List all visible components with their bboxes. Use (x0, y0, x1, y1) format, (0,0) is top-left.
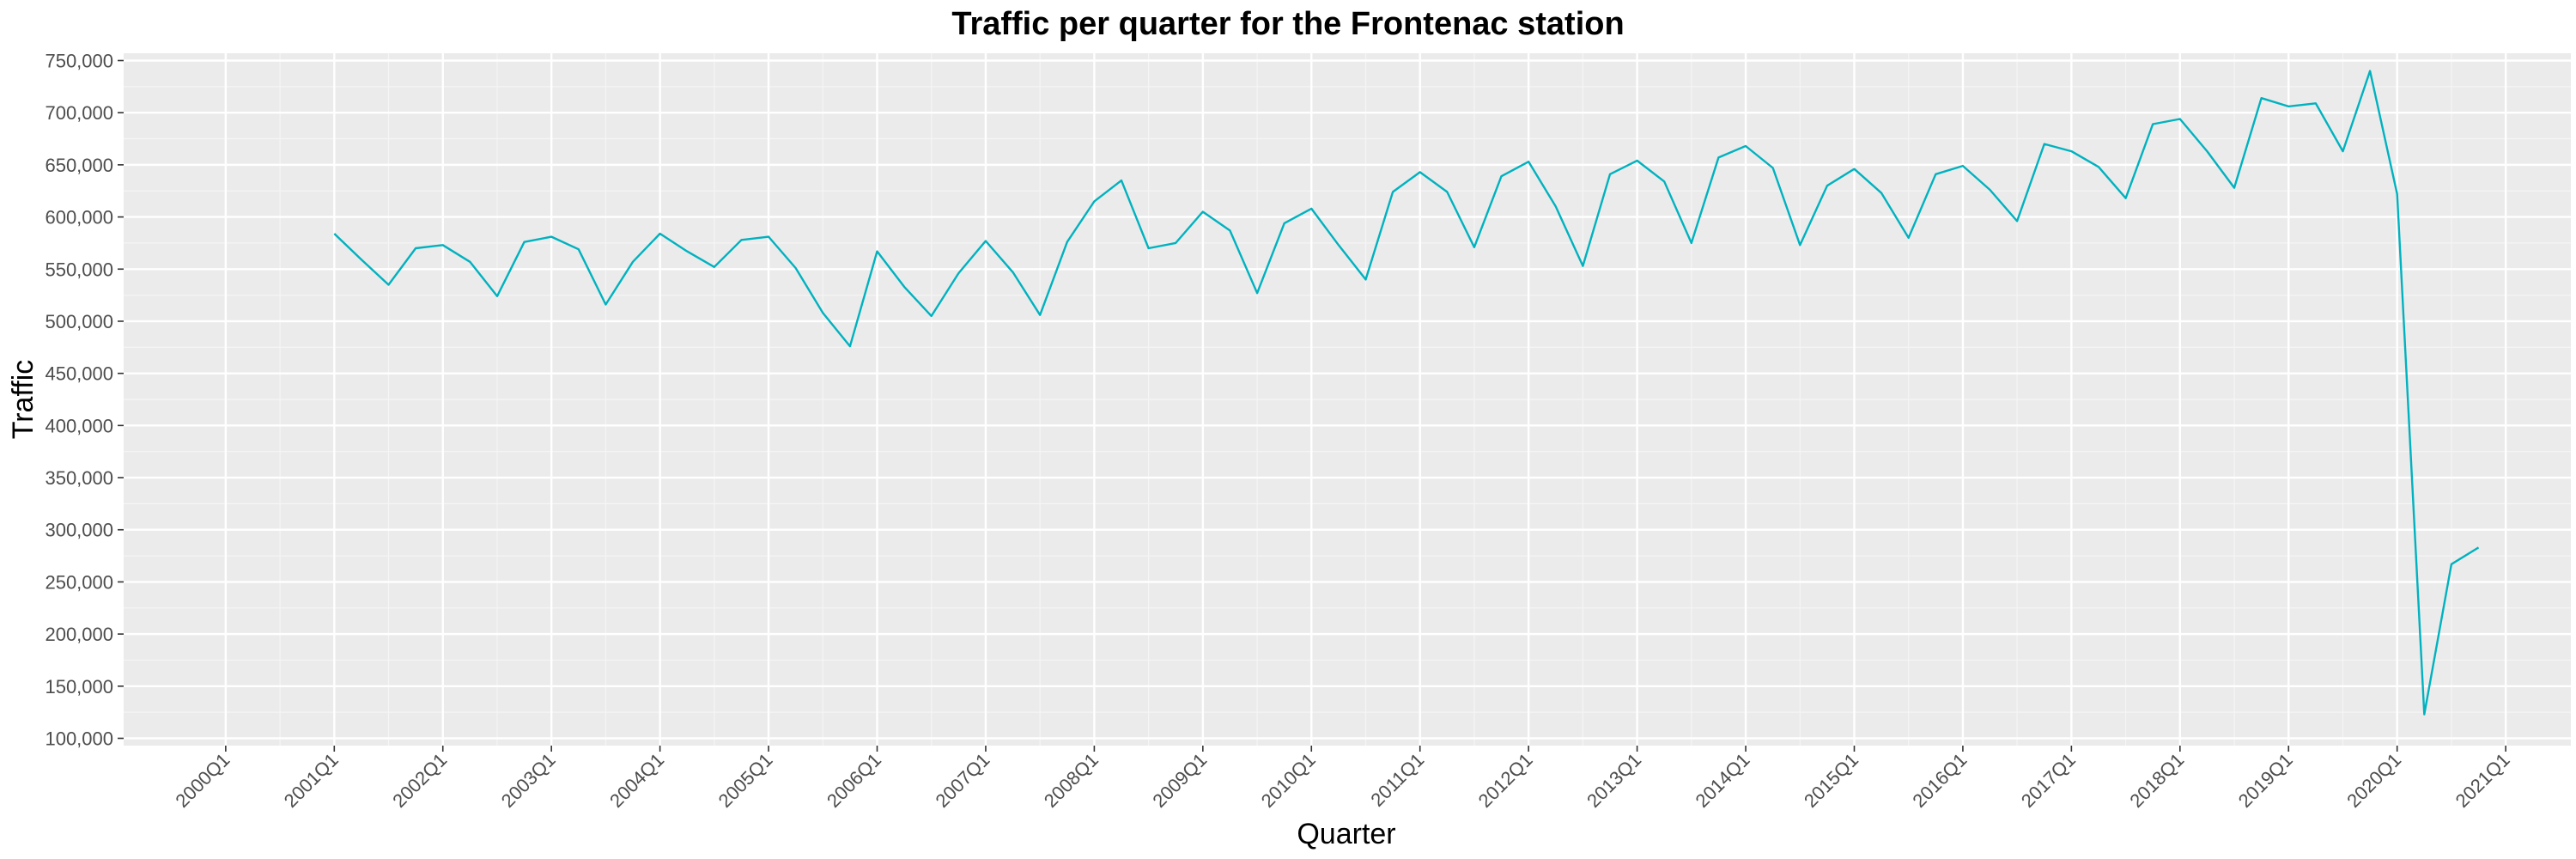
traffic-series-line (333, 70, 2480, 716)
x-tick-label: 2006Q1 (823, 749, 885, 812)
y-tick-label: 200,000 (45, 624, 113, 645)
y-tick-label: 450,000 (45, 363, 113, 385)
major-gridlines (124, 53, 2571, 746)
y-tick-label: 250,000 (45, 571, 113, 593)
y-axis-title: Traffic (7, 360, 39, 440)
x-tick-label: 2013Q1 (1583, 749, 1645, 812)
y-tick-label: 500,000 (45, 311, 113, 332)
y-tick-label: 350,000 (45, 467, 113, 489)
x-tick-label: 2018Q1 (2125, 749, 2188, 812)
x-tick-label: 2012Q1 (1474, 749, 1537, 812)
x-tick-label: 2019Q1 (2234, 749, 2297, 812)
x-tick-label: 2021Q1 (2451, 749, 2514, 812)
x-tick-label: 2014Q1 (1692, 749, 1754, 812)
y-tick-label: 650,000 (45, 155, 113, 176)
x-tick-label: 2005Q1 (714, 749, 777, 812)
x-tick-label: 2020Q1 (2342, 749, 2405, 812)
y-tick-label: 400,000 (45, 415, 113, 436)
x-axis-title: Quarter (1297, 818, 1395, 850)
y-tick-label: 750,000 (45, 50, 113, 71)
x-tick-label: 2011Q1 (1366, 749, 1428, 811)
x-tick-label: 2009Q1 (1148, 749, 1211, 812)
y-tick-label: 300,000 (45, 520, 113, 541)
x-axis: 2000Q1 2001Q1 2002Q1 2003Q1 2004Q1 2005Q1 2006… (171, 746, 2514, 812)
chart-title: Traffic per quarter for the Frontenac st… (951, 6, 1624, 42)
y-tick-label: 700,000 (45, 102, 113, 124)
y-tick-label: 550,000 (45, 259, 113, 280)
y-tick-label: 100,000 (45, 728, 113, 750)
x-tick-label: 2003Q1 (497, 749, 560, 812)
x-tick-label: 2015Q1 (1800, 749, 1862, 812)
y-axis: 100,000 150,000 200,000 250,000 300,000 350,0… (45, 50, 124, 750)
x-tick-label: 2016Q1 (1908, 749, 1971, 812)
y-tick-label: 150,000 (45, 676, 113, 698)
x-tick-label: 2001Q1 (280, 749, 343, 812)
x-tick-label: 2007Q1 (931, 749, 993, 812)
x-tick-label: 2008Q1 (1040, 749, 1103, 812)
x-tick-label: 2010Q1 (1257, 749, 1320, 812)
minor-gridlines (124, 53, 2571, 746)
x-tick-label: 2000Q1 (171, 749, 234, 812)
x-tick-label: 2017Q1 (2017, 749, 2080, 812)
x-tick-label: 2002Q1 (388, 749, 451, 812)
x-tick-label: 2004Q1 (605, 749, 668, 812)
y-tick-label: 600,000 (45, 207, 113, 228)
